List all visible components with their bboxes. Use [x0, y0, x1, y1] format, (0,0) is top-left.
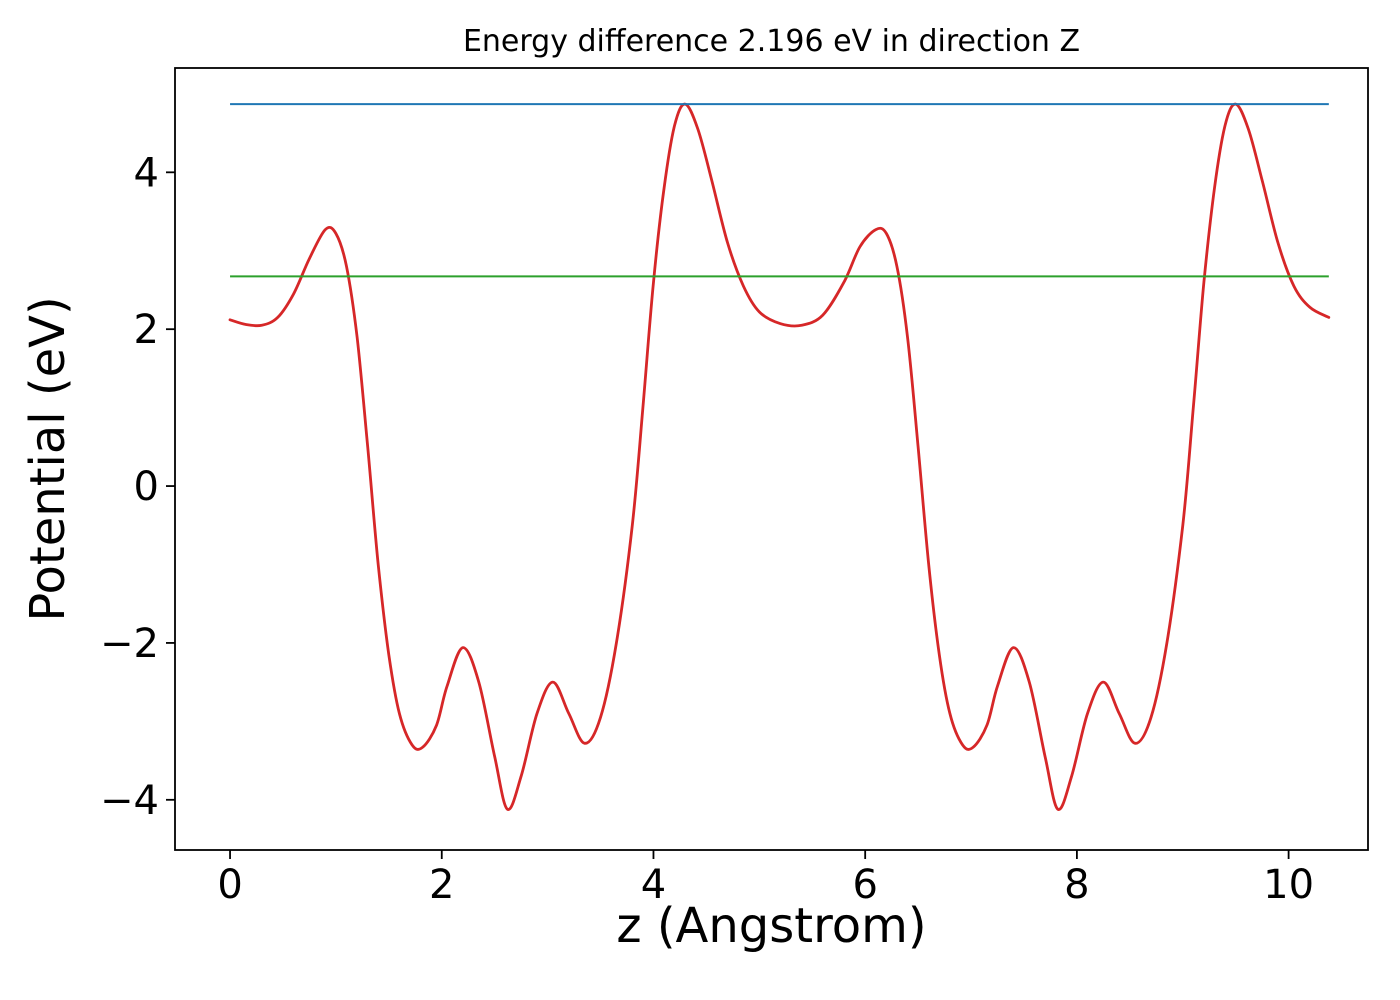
potential-curve [228, 102, 1331, 811]
y-tick-label: 2 [134, 307, 159, 353]
x-axis-label: z (Angstrom) [616, 898, 927, 954]
x-tick-label: 8 [1064, 862, 1089, 908]
y-tick-label: 4 [134, 150, 159, 196]
plot-area-border [174, 67, 1369, 851]
x-tick-label: 2 [429, 862, 454, 908]
x-tick-label: 10 [1263, 862, 1314, 908]
x-tick-label: 4 [641, 862, 666, 908]
y-tick-label: −2 [100, 621, 159, 667]
y-tick-label: 0 [134, 464, 159, 510]
y-tick-label: −4 [100, 778, 159, 824]
x-tick-label: 0 [217, 862, 242, 908]
x-tick-label: 6 [852, 862, 877, 908]
chart-title: Energy difference 2.196 eV in direction … [462, 24, 1081, 59]
